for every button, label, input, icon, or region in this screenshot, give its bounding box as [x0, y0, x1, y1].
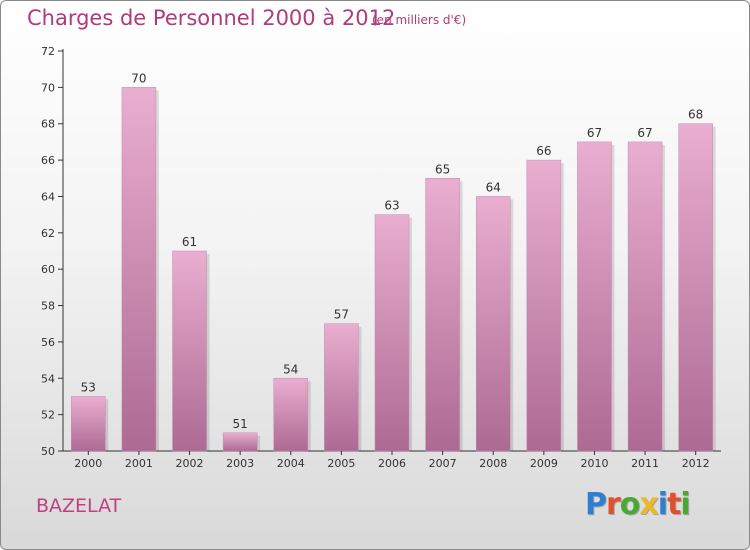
data-label: 65 — [435, 162, 450, 176]
bar — [627, 141, 663, 452]
bar — [475, 196, 511, 452]
y-tick-label: 62 — [41, 227, 55, 240]
y-tick-label: 66 — [41, 154, 55, 167]
x-tick-label: 2001 — [125, 457, 153, 470]
proxiti-logo: Proxiti — [585, 487, 691, 522]
y-tick-label: 64 — [41, 190, 55, 203]
data-label: 54 — [283, 362, 298, 376]
data-label: 70 — [131, 71, 146, 85]
chart-title: Charges de Personnel 2000 à 2012 — [27, 6, 396, 30]
bar — [526, 159, 562, 452]
bar — [577, 141, 612, 452]
y-tick-label: 52 — [41, 409, 55, 422]
x-tick-label: 2010 — [580, 457, 608, 470]
data-label: 61 — [182, 235, 197, 249]
logo-letter: i — [680, 487, 690, 522]
logo-letter: x — [639, 487, 658, 522]
chart-subtitle: (en milliers d'€) — [372, 13, 467, 27]
bar — [222, 432, 258, 452]
y-tick-label: 56 — [41, 336, 55, 349]
data-label: 63 — [384, 199, 399, 213]
bar — [71, 396, 106, 452]
x-tick-label: 2003 — [226, 457, 254, 470]
logo-letter: i — [657, 487, 668, 522]
bar — [678, 123, 713, 452]
data-label: 64 — [486, 180, 501, 194]
data-label: 67 — [587, 126, 602, 140]
x-tick-label: 2000 — [74, 457, 102, 470]
bar — [425, 178, 460, 452]
logo-letter: r — [606, 487, 621, 522]
x-tick-label: 2006 — [378, 457, 406, 470]
commune-name: BAZELAT — [36, 495, 122, 517]
x-tick-label: 2002 — [176, 457, 204, 470]
data-label: 53 — [81, 380, 96, 394]
bar — [273, 378, 309, 452]
x-tick-label: 2007 — [429, 457, 457, 470]
x-tick-label: 2008 — [479, 457, 507, 470]
y-tick-label: 72 — [41, 45, 55, 58]
y-tick-label: 58 — [41, 300, 55, 313]
bar — [324, 323, 359, 452]
y-tick-label: 68 — [41, 118, 55, 131]
x-tick-label: 2005 — [327, 457, 355, 470]
y-tick-label: 70 — [41, 81, 55, 94]
data-label: 67 — [637, 126, 652, 140]
x-tick-label: 2004 — [277, 457, 305, 470]
y-tick-label: 54 — [41, 372, 55, 385]
data-label: 66 — [536, 144, 551, 158]
bar — [374, 214, 410, 452]
x-tick-label: 2009 — [530, 457, 558, 470]
logo-letter: P — [585, 487, 607, 522]
bar — [172, 250, 207, 452]
logo-letter: t — [667, 487, 681, 522]
data-label: 68 — [688, 108, 703, 122]
x-tick-label: 2011 — [631, 457, 659, 470]
data-label: 51 — [233, 417, 248, 431]
x-tick-label: 2012 — [682, 457, 710, 470]
bar — [121, 87, 157, 452]
y-tick-label: 50 — [41, 445, 55, 458]
data-label: 57 — [334, 308, 349, 322]
logo-letter: o — [619, 487, 641, 522]
y-tick-label: 60 — [41, 263, 55, 276]
